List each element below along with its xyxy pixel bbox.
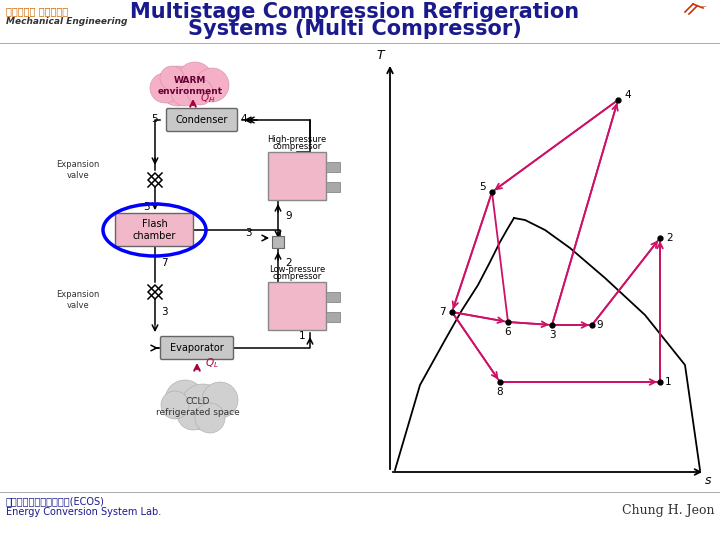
Text: 3: 3 — [549, 330, 555, 340]
Text: compressor: compressor — [272, 142, 322, 151]
Text: 8: 8 — [497, 387, 503, 397]
Text: Systems (Multi Compressor): Systems (Multi Compressor) — [188, 19, 522, 39]
Circle shape — [171, 78, 199, 106]
Text: High-pressure: High-pressure — [267, 135, 327, 144]
Text: 5: 5 — [479, 182, 485, 192]
Text: 1: 1 — [665, 377, 671, 387]
Text: $Q_L$: $Q_L$ — [205, 356, 219, 370]
Text: T: T — [376, 49, 384, 62]
Text: Condenser: Condenser — [176, 115, 228, 125]
Text: 9: 9 — [286, 211, 292, 221]
Text: s: s — [705, 474, 711, 487]
Text: 3: 3 — [161, 307, 167, 317]
Text: Chung H. Jeon: Chung H. Jeon — [621, 504, 714, 517]
Text: 7: 7 — [161, 258, 167, 268]
FancyBboxPatch shape — [326, 162, 340, 172]
Circle shape — [202, 382, 238, 418]
Text: 5: 5 — [143, 202, 149, 212]
Text: compressor: compressor — [272, 272, 322, 281]
Text: ~: ~ — [700, 4, 706, 10]
Text: 에너지변환시스템연구실(ECOS): 에너지변환시스템연구실(ECOS) — [6, 496, 105, 506]
FancyBboxPatch shape — [166, 109, 238, 132]
FancyBboxPatch shape — [161, 336, 233, 360]
Circle shape — [177, 62, 213, 98]
Text: Low-pressure: Low-pressure — [269, 265, 325, 274]
Circle shape — [177, 398, 209, 430]
Text: Flash
chamber: Flash chamber — [132, 219, 176, 241]
Circle shape — [160, 66, 184, 90]
Circle shape — [180, 384, 226, 430]
Text: CCLD
refrigerated space: CCLD refrigerated space — [156, 397, 240, 417]
Text: Expansion
valve: Expansion valve — [56, 290, 99, 310]
FancyBboxPatch shape — [326, 182, 340, 192]
Circle shape — [161, 391, 189, 419]
Circle shape — [165, 380, 205, 420]
Polygon shape — [148, 173, 162, 187]
Text: 5: 5 — [152, 114, 158, 124]
Text: Mechanical Engineering: Mechanical Engineering — [6, 17, 127, 26]
Text: 4: 4 — [625, 90, 631, 100]
FancyBboxPatch shape — [326, 292, 340, 302]
Text: Evaporator: Evaporator — [170, 343, 224, 353]
Text: WARM
environment: WARM environment — [158, 76, 222, 97]
Text: Energy Conversion System Lab.: Energy Conversion System Lab. — [6, 507, 161, 517]
Circle shape — [187, 79, 213, 105]
FancyBboxPatch shape — [326, 312, 340, 322]
Text: Expansion
valve: Expansion valve — [56, 160, 99, 180]
Text: 2: 2 — [286, 258, 292, 268]
Text: 부산대학교 기계공학부: 부산대학교 기계공학부 — [6, 6, 68, 16]
Text: 9: 9 — [597, 320, 603, 330]
Text: 2: 2 — [667, 233, 673, 243]
Text: 4: 4 — [240, 114, 247, 124]
Circle shape — [195, 68, 229, 102]
FancyBboxPatch shape — [272, 236, 284, 248]
Circle shape — [195, 403, 225, 433]
Text: 6: 6 — [505, 327, 511, 337]
Text: $Q_H$: $Q_H$ — [200, 91, 215, 105]
Circle shape — [158, 66, 198, 106]
FancyBboxPatch shape — [268, 282, 326, 330]
FancyBboxPatch shape — [115, 213, 194, 246]
Text: 1: 1 — [299, 331, 305, 341]
Circle shape — [150, 73, 180, 103]
Text: 3: 3 — [245, 228, 251, 238]
FancyBboxPatch shape — [268, 152, 326, 200]
Polygon shape — [148, 285, 162, 299]
Text: Multistage Compression Refrigeration: Multistage Compression Refrigeration — [130, 2, 580, 22]
Text: 7: 7 — [438, 307, 445, 317]
